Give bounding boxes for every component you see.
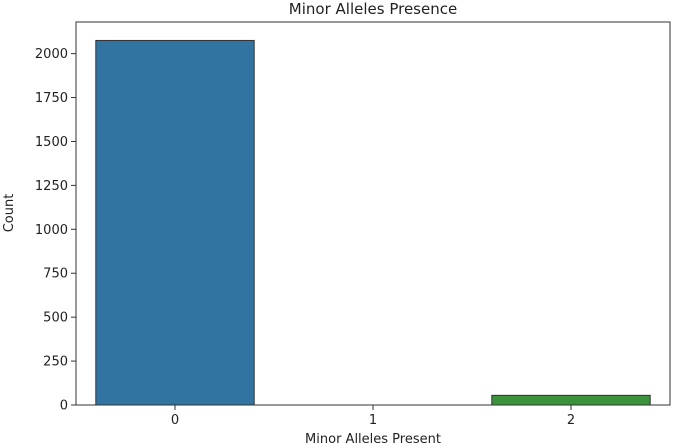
y-tick-label: 500 [43, 311, 68, 326]
x-tick-label: 0 [171, 413, 179, 428]
x-axis-label: Minor Alleles Present [305, 432, 441, 447]
x-tick-label: 2 [567, 413, 575, 428]
y-axis: 0 250 500 750 1000 1250 1500 1750 2000 [35, 47, 76, 414]
y-tick-label: 1750 [35, 91, 68, 106]
y-tick-label: 1500 [35, 135, 68, 150]
bar-2 [491, 394, 651, 406]
x-tick-label: 1 [369, 413, 377, 428]
y-tick-label: 250 [43, 355, 68, 370]
bar-0 [95, 39, 255, 406]
y-tick-label: 750 [43, 267, 68, 282]
y-tick-label: 1000 [35, 223, 68, 238]
bars [95, 39, 651, 406]
y-tick-label: 1250 [35, 179, 68, 194]
y-tick-label: 0 [60, 399, 68, 414]
chart-title: Minor Alleles Presence [289, 0, 457, 18]
x-axis: 0 1 2 [171, 405, 575, 428]
plot-frame [75, 21, 671, 406]
y-tick-label: 2000 [35, 47, 68, 62]
y-axis-label: Count [2, 194, 17, 233]
